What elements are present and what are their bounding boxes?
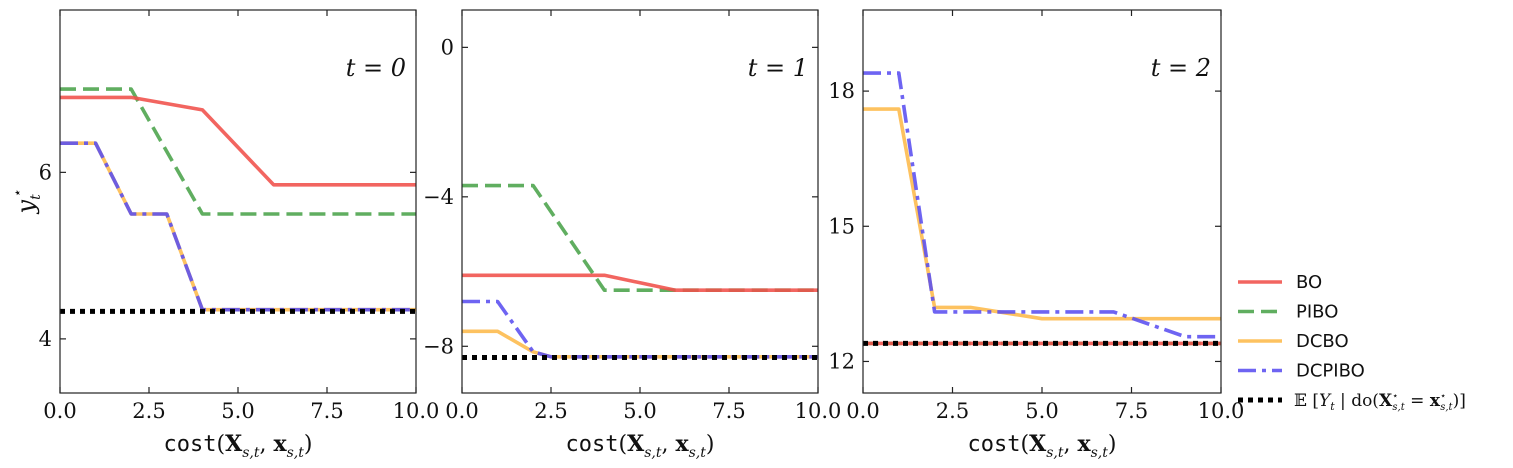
x-tick-label: 10.0 (1198, 399, 1245, 423)
y-tick-label: 0 (441, 35, 454, 59)
x-tick-label: 10.0 (795, 399, 842, 423)
series-line-dcpibo (863, 71, 1221, 339)
x-tick-label: 5.0 (1025, 399, 1058, 423)
legend-label-bo: BO (1296, 272, 1322, 293)
legend-label-dcpibo: DCPIBO (1296, 361, 1365, 382)
x-axis-label: cost(Xs,t, xs,t) (566, 431, 715, 461)
legend: BO PIBO DCBO DCPIBO 𝔼 [Yt | do(X⋆ s,t = x⋆ s,t… (1238, 272, 1466, 413)
series-line-pibo (60, 87, 416, 216)
y-tick-label: −8 (423, 334, 454, 358)
x-tick-label: 5.0 (221, 399, 254, 423)
series-group (462, 183, 818, 360)
y-tick-label: 6 (39, 160, 52, 184)
series-line-dcbo (863, 107, 1221, 321)
series-line-dcbo (60, 141, 416, 312)
x-tick-label: 2.5 (936, 399, 969, 423)
x-tick-label: 0.0 (846, 399, 879, 423)
series-line-bo (60, 95, 416, 187)
series-line-dcpibo (60, 141, 416, 312)
y-tick-label: 4 (39, 327, 52, 351)
x-tick-label: 10.0 (393, 399, 440, 423)
series-line-bo (462, 273, 818, 293)
x-tick-label: 2.5 (132, 399, 165, 423)
x-tick-label: 7.5 (712, 399, 745, 423)
legend-label-expected-optimum: 𝔼 [Yt | do(X⋆ s,t = x⋆ s,t)] (1294, 391, 1466, 413)
legend-label-dcbo: DCBO (1296, 331, 1349, 352)
time-step-label: t = 2 (1151, 54, 1211, 82)
x-tick-label: 2.5 (534, 399, 567, 423)
series-line-dcpibo (462, 299, 818, 359)
x-tick-label: 0.0 (43, 399, 76, 423)
x-axis-label: cost(Xs,t, xs,t) (164, 431, 313, 461)
y-tick-label: −4 (423, 185, 454, 209)
series-group (863, 71, 1221, 346)
x-tick-label: 5.0 (623, 399, 656, 423)
time-step-label: t = 1 (748, 54, 808, 82)
y-tick-label: 12 (828, 349, 855, 373)
y-tick-label: 18 (828, 79, 855, 103)
series-line-dcbo (462, 329, 818, 359)
panel-t1: 0.0 2.5 5.0 7.5 10.0 0 −4 −8 cost(Xs,t, xs,t) t =… (423, 9, 842, 461)
x-tick-label: 7.5 (1115, 399, 1148, 423)
panel-t0: 0.0 2.5 5.0 7.5 10.0 4 6 cost(Xs,t, xs,t) t = 0 y… (10, 9, 440, 461)
x-axis-label: cost(Xs,t, xs,t) (968, 431, 1117, 461)
time-step-label: t = 0 (346, 54, 406, 82)
legend-label-pibo: PIBO (1296, 302, 1338, 323)
y-tick-label: 15 (828, 214, 855, 238)
x-tick-label: 7.5 (310, 399, 343, 423)
x-tick-label: 0.0 (445, 399, 478, 423)
series-group (60, 87, 416, 314)
panel-t2: 0.0 2.5 5.0 7.5 10.0 12 15 18 cost(Xs,t, xs,t) t … (828, 9, 1245, 461)
y-axis-label: yt⋆ (10, 189, 44, 214)
